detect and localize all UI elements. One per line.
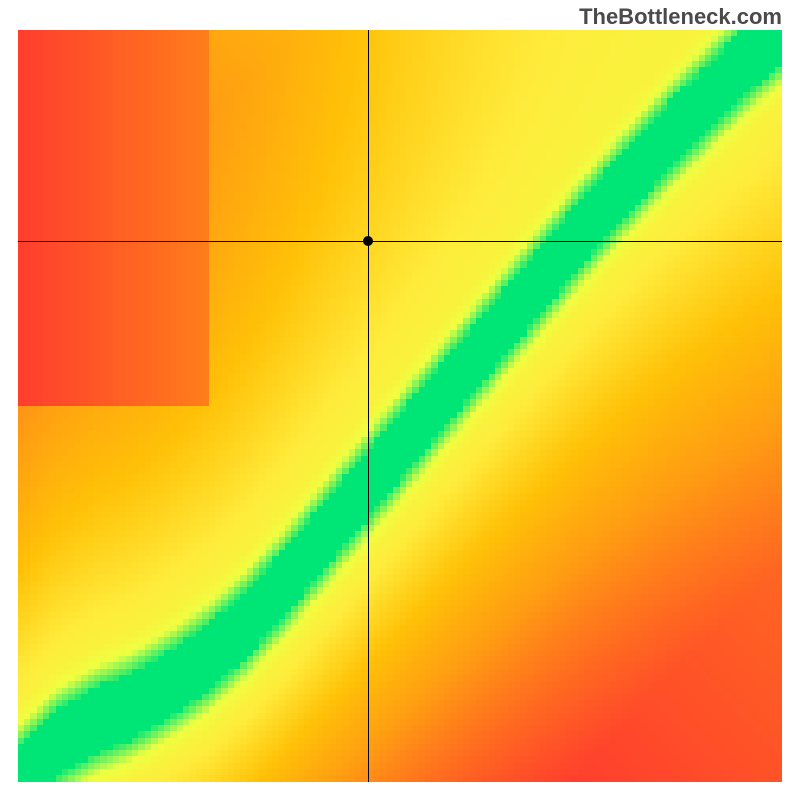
marker-dot (363, 236, 373, 246)
crosshair-horizontal (18, 241, 782, 242)
bottleneck-heatmap (18, 30, 782, 782)
crosshair-vertical (368, 30, 369, 782)
heatmap-canvas (18, 30, 782, 782)
watermark-text: TheBottleneck.com (579, 4, 782, 30)
